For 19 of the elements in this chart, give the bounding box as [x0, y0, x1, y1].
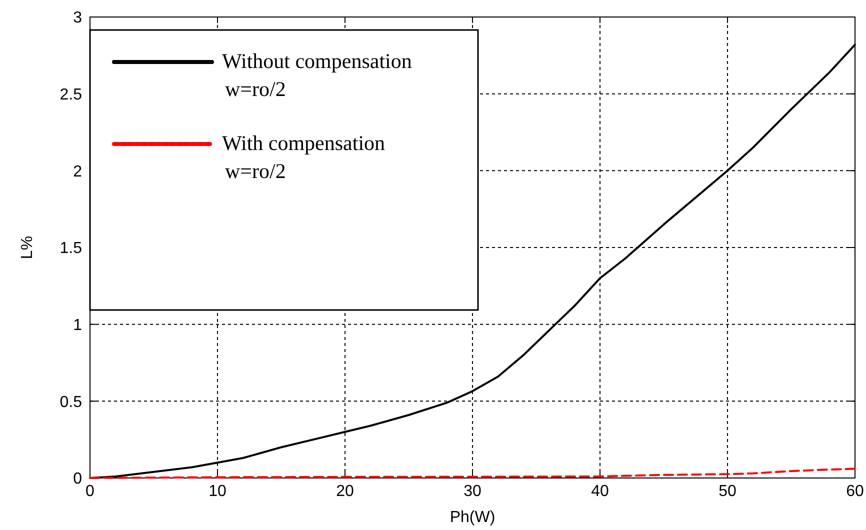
- legend-label: Without compensation w=ro/2: [222, 49, 412, 101]
- x-tick-label: 30: [464, 483, 482, 500]
- y-tick-label: 2: [73, 163, 82, 180]
- x-tick-label: 50: [718, 483, 736, 500]
- y-tick-label: 1.5: [60, 240, 82, 258]
- line-series: [89, 468, 856, 479]
- x-tick-label: 0: [86, 483, 95, 500]
- x-tick-label: 40: [591, 483, 609, 500]
- y-tick-label: 0.5: [60, 394, 82, 411]
- y-tick-label: 2.5: [60, 86, 82, 104]
- y-tick-label: 0: [73, 470, 82, 488]
- x-axis-title: Ph(W): [450, 509, 496, 526]
- x-tick-label: 60: [846, 483, 864, 500]
- y-tick-label: 3: [73, 10, 82, 27]
- x-tick-label: 10: [208, 483, 226, 500]
- x-tick-label: 20: [336, 483, 354, 500]
- y-tick-label: 1: [73, 316, 82, 334]
- legend-label: With compensation w=ro/2: [222, 131, 386, 183]
- y-axis-title: L%: [19, 236, 36, 260]
